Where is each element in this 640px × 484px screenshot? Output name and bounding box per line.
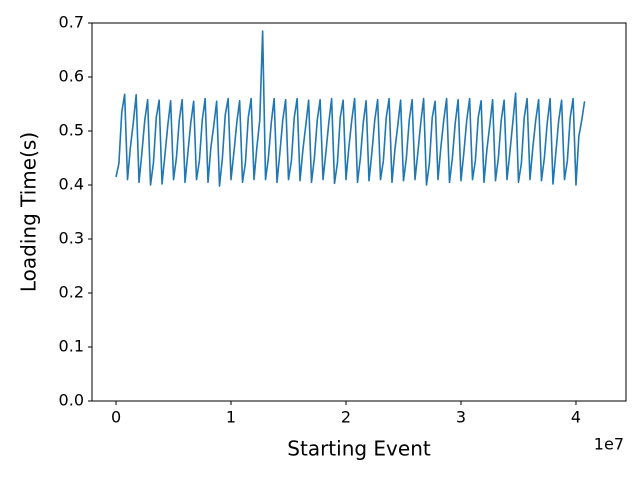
x-tick-label: 4 — [571, 408, 581, 427]
y-tick-label: 0.5 — [59, 121, 84, 140]
x-tick-label: 0 — [111, 408, 121, 427]
x-tick-label: 1 — [226, 408, 236, 427]
y-tick-label: 0.1 — [59, 337, 84, 356]
y-tick-label: 0.6 — [59, 67, 84, 86]
plot-frame — [91, 22, 627, 402]
y-tick-label: 0.7 — [59, 13, 84, 32]
data-line — [115, 30, 586, 187]
x-axis-label: Starting Event — [287, 437, 431, 461]
y-tick-label: 0.4 — [59, 175, 84, 194]
x-tick-label: 2 — [341, 408, 351, 427]
x-offset-label: 1e7 — [594, 435, 624, 454]
x-tick-label: 3 — [456, 408, 466, 427]
y-tick-label: 0.0 — [59, 391, 84, 410]
y-axis-label: Loading Time(s) — [17, 132, 41, 292]
y-tick-label: 0.2 — [59, 283, 84, 302]
y-tick-label: 0.3 — [59, 229, 84, 248]
